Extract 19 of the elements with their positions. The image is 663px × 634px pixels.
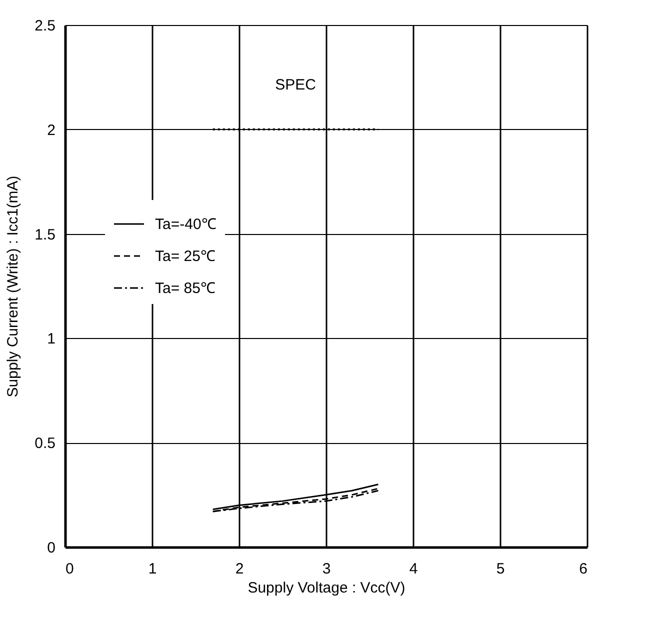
y-tick-label: 1.5 (34, 226, 56, 244)
y-axis-title: Supply Current (Write) : Icc1(mA) (4, 176, 22, 398)
y-tick-label: 0 (47, 540, 56, 556)
legend-label: Ta= 25℃ (155, 248, 216, 265)
x-tick-label: 1 (148, 560, 157, 578)
y-tick-label: 1 (47, 330, 56, 348)
legend-label: Ta=-40℃ (155, 216, 216, 233)
x-axis-title: Supply Voltage : Vcc(V) (248, 580, 406, 596)
x-tick-label: 2 (235, 560, 244, 578)
y-tick-label: 2 (47, 122, 56, 139)
x-tick-label: 5 (496, 560, 505, 578)
x-tick-label: 6 (579, 560, 588, 578)
y-tick-label: 2.5 (34, 18, 56, 34)
legend-label: Ta= 85℃ (155, 280, 216, 297)
x-tick-label: 3 (322, 560, 331, 578)
y-tick-label: 0.5 (34, 435, 56, 452)
annotation: SPEC (275, 76, 316, 94)
x-tick-label: 0 (66, 560, 74, 578)
x-tick-label: 4 (409, 560, 418, 578)
